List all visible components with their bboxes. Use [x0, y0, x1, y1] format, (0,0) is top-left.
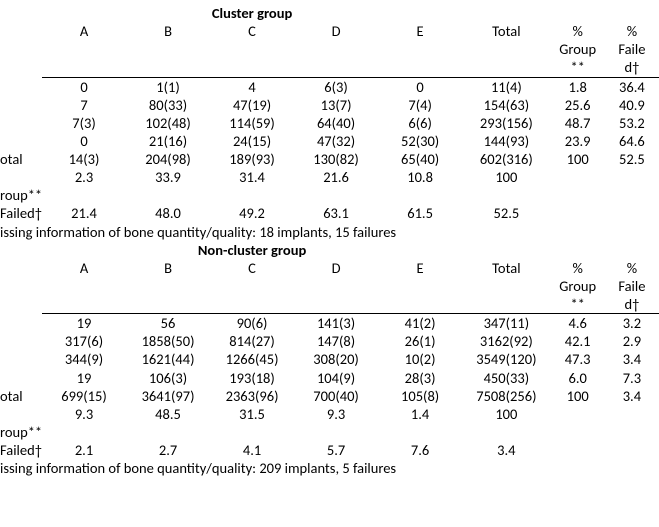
column-header-row: A B C D E Total % Group ** % Faile d† [0, 259, 659, 313]
data-row: 7(3) 102(48) 114(59) 64(40) 6(6) 293(156… [0, 114, 659, 132]
data-row: 0 21(16) 24(15) 47(32) 52(30) 144(93) 23… [0, 132, 659, 150]
column-header-row: A B C D E Total % Group ** % Faile d† [0, 22, 659, 76]
cell: 36.4 [605, 78, 659, 96]
group-label-row: roup** [0, 186, 659, 204]
col-header-b: B [126, 22, 210, 76]
cell: 1.8 [551, 78, 605, 96]
col-header-c: C [210, 259, 294, 313]
group-label-row: roup** [0, 423, 659, 441]
data-row: 317(6) 1858(50) 814(27) 147(8) 26(1) 316… [0, 332, 659, 350]
total-row: otal 14(3) 204(98) 189(93) 130(82) 65(40… [0, 150, 659, 168]
col-header-d: D [294, 259, 378, 313]
note-row: issing information of bone quantity/qual… [0, 223, 659, 241]
section-title-row: Cluster group [0, 4, 659, 22]
cell: 0 [378, 78, 462, 96]
data-row: 19 56 90(6) 141(3) 41(2) 347(11) 4.6 3.2 [0, 314, 659, 332]
col-header-d: D [294, 22, 378, 76]
note-text: issing information of bone quantity/qual… [0, 459, 659, 477]
cell: 11(4) [462, 78, 550, 96]
col-header-pct-failed: % Faile d† [605, 22, 659, 76]
data-row: 344(9) 1621(44) 1266(45) 308(20) 10(2) 3… [0, 350, 659, 368]
failed-label: Failed† [0, 441, 42, 459]
col-header-pct-group: % Group ** [551, 259, 605, 313]
col-header-total: Total [462, 259, 550, 313]
cell: 6(3) [294, 78, 378, 96]
col-header-e: E [378, 259, 462, 313]
failed-label: Failed† [0, 204, 42, 222]
col-header-a: A [42, 22, 126, 76]
total-row: otal 699(15) 3641(97) 2363(96) 700(40) 1… [0, 387, 659, 405]
cluster-table: Cluster group A B C D E Total % Group **… [0, 4, 659, 477]
cell: 1(1) [126, 78, 210, 96]
data-row: 7 80(33) 47(19) 13(7) 7(4) 154(63) 25.6 … [0, 96, 659, 114]
section-title: Non-cluster group [42, 241, 462, 259]
failed-row: Failed† 21.4 48.0 49.2 63.1 61.5 52.5 [0, 204, 659, 222]
note-row: issing information of bone quantity/qual… [0, 459, 659, 477]
page: Cluster group A B C D E Total % Group **… [0, 0, 659, 477]
total-label: otal [0, 387, 42, 405]
col-header-total: Total [462, 22, 550, 76]
section-title: Cluster group [42, 4, 462, 22]
failed-row: Failed† 2.1 2.7 4.1 5.7 7.6 3.4 [0, 441, 659, 459]
section-title-row: Non-cluster group [0, 241, 659, 259]
col-header-b: B [126, 259, 210, 313]
group-pct-row: 9.3 48.5 31.5 9.3 1.4 100 [0, 405, 659, 423]
note-text: issing information of bone quantity/qual… [0, 223, 659, 241]
col-header-a: A [42, 259, 126, 313]
col-header-c: C [210, 22, 294, 76]
cell: 0 [42, 78, 126, 96]
data-row: 0 1(1) 4 6(3) 0 11(4) 1.8 36.4 [0, 78, 659, 96]
col-header-pct-group: % Group ** [551, 22, 605, 76]
group-pct-row: 2.3 33.9 31.4 21.6 10.8 100 [0, 168, 659, 186]
col-header-e: E [378, 22, 462, 76]
col-header-pct-failed: % Faile d† [605, 259, 659, 313]
data-row: 19 106(3) 193(18) 104(9) 28(3) 450(33) 6… [0, 369, 659, 387]
total-label: otal [0, 150, 42, 168]
cell: 4 [210, 78, 294, 96]
